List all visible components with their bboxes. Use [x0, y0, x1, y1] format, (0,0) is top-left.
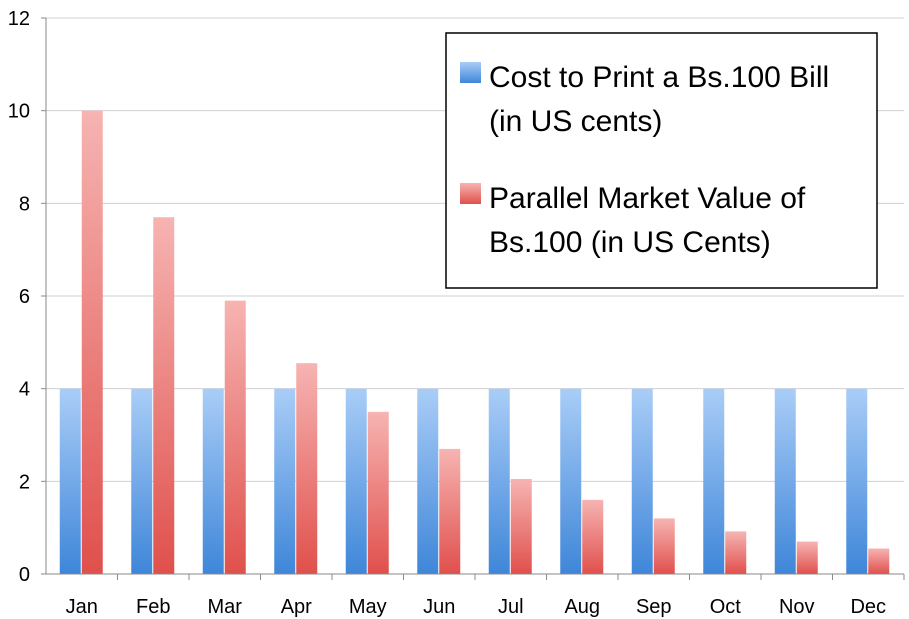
x-tick-label: Aug [564, 596, 600, 618]
x-tick-label: Dec [850, 596, 886, 618]
x-tick-label: Mar [208, 596, 243, 618]
bar-print-cost-jan [59, 388, 81, 574]
legend-label: Parallel Market Value of [489, 182, 806, 215]
bar-print-cost-feb [131, 388, 153, 574]
y-tick-label: 8 [19, 193, 30, 215]
legend-swatch-market-value [460, 183, 481, 204]
y-tick-label: 2 [19, 471, 30, 493]
bar-market-value-feb [153, 217, 175, 574]
axes: 0 2 4 6 8 10 12 Jan Feb Mar Apr May Jun Jul Aug Sep Oct N… [8, 8, 905, 618]
bar-print-cost-dec [846, 388, 868, 574]
bar-print-cost-nov [774, 388, 796, 574]
y-tick-label: 4 [19, 379, 30, 401]
bar-print-cost-aug [560, 388, 582, 574]
bar-print-cost-sep [631, 388, 653, 574]
bar-market-value-sep [653, 518, 675, 574]
bar-print-cost-may [345, 388, 367, 574]
x-tick-label: Sep [636, 596, 672, 618]
x-tick-label: Feb [136, 596, 170, 618]
bar-print-cost-mar [202, 388, 224, 574]
legend-label: Bs.100 (in US Cents) [489, 226, 771, 259]
bars [59, 110, 890, 575]
bar-market-value-jul [510, 479, 532, 574]
bar-print-cost-oct [703, 388, 725, 574]
legend-box [445, 32, 878, 289]
legend-label: (in US cents) [489, 105, 662, 138]
x-tick-label: Oct [710, 596, 742, 618]
bar-print-cost-jul [488, 388, 510, 574]
legend-swatch-print-cost [460, 62, 481, 83]
bar-print-cost-jun [417, 388, 439, 574]
bar-market-value-aug [582, 499, 604, 574]
x-tick-label: Nov [779, 596, 815, 618]
y-tick-label: 10 [8, 101, 30, 123]
bar-market-value-apr [296, 363, 318, 574]
x-tick-label: Jun [423, 596, 455, 618]
bar-market-value-jan [81, 110, 103, 575]
bar-market-value-jun [439, 448, 461, 574]
x-tick-label: Apr [281, 596, 312, 618]
bar-market-value-mar [224, 300, 246, 574]
x-tick-label: Jan [66, 596, 98, 618]
bar-market-value-nov [796, 541, 818, 574]
bar-market-value-dec [868, 548, 890, 574]
x-tick-label: Jul [498, 596, 524, 618]
x-tick-label: May [349, 596, 387, 618]
bar-market-value-oct [725, 531, 747, 574]
y-tick-label: 12 [8, 8, 30, 30]
y-tick-label: 0 [19, 564, 30, 586]
bar-print-cost-apr [274, 388, 296, 574]
legend-label: Cost to Print a Bs.100 Bill [489, 61, 829, 94]
y-tick-label: 6 [19, 286, 30, 308]
legend: Cost to Print a Bs.100 Bill (in US cents)… [445, 32, 878, 289]
bar-market-value-may [367, 411, 389, 574]
